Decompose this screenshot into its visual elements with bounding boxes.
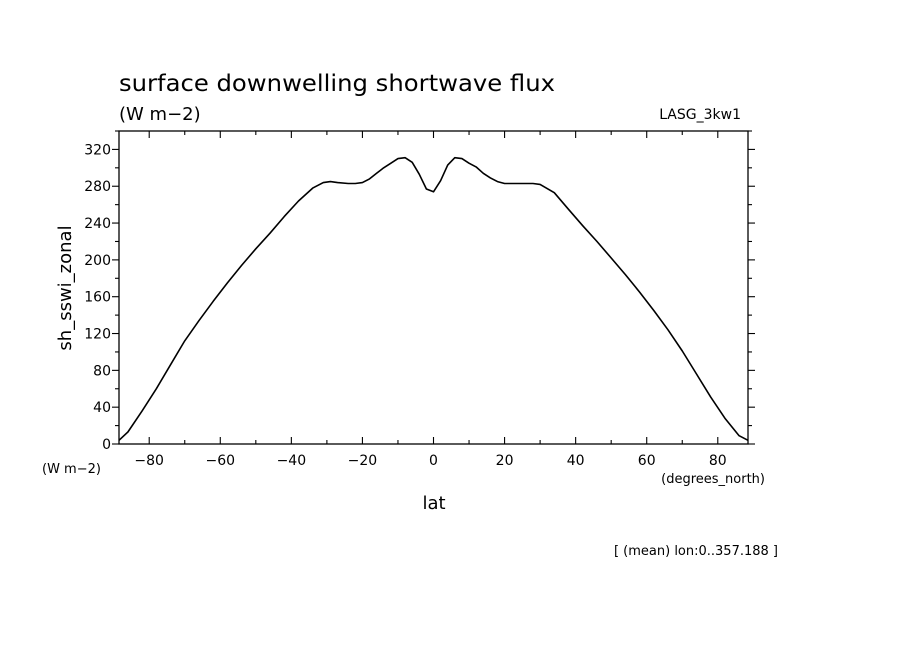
x-tick-label: −80 — [134, 453, 164, 469]
y-tick-label: 200 — [84, 253, 111, 269]
x-tick-label: −20 — [348, 453, 378, 469]
plot-area: −80 −60 −40 −20 0 20 40 60 80 0 40 80 120 160 200 240 2… — [84, 130, 755, 469]
y-tick-label: 320 — [84, 142, 111, 158]
axis-ticks — [112, 130, 755, 445]
x-tick-label: 60 — [638, 453, 656, 469]
y-tick-label: 40 — [93, 400, 111, 416]
x-tick-labels: −80 −60 −40 −20 0 20 40 60 80 — [134, 453, 726, 469]
chart-title: surface downwelling shortwave flux — [119, 71, 555, 97]
x-axis-units: (degrees_north) — [661, 472, 765, 487]
y-axis-units: (W m−2) — [42, 462, 101, 477]
y-tick-label: 240 — [84, 216, 111, 232]
y-tick-label: 280 — [84, 179, 111, 195]
x-tick-label: 0 — [429, 453, 438, 469]
x-tick-label: 40 — [567, 453, 585, 469]
x-tick-label: −60 — [206, 453, 236, 469]
y-tick-label: 0 — [102, 437, 111, 453]
y-tick-labels: 0 40 80 120 160 200 240 280 320 — [84, 142, 111, 453]
chart-subtitle: (W m−2) — [119, 104, 201, 125]
x-tick-label: 80 — [709, 453, 727, 469]
x-tick-label: −40 — [277, 453, 307, 469]
y-tick-label: 80 — [93, 363, 111, 379]
series-line — [118, 156, 749, 442]
footnote: [ (mean) lon:0..357.188 ] — [614, 544, 778, 559]
y-axis-label: sh_sswi_zonal — [55, 225, 76, 350]
model-label: LASG_3kw1 — [659, 107, 741, 123]
plot-frame — [118, 130, 749, 445]
y-tick-label: 120 — [84, 327, 111, 343]
y-tick-label: 160 — [84, 290, 111, 306]
x-tick-label: 20 — [496, 453, 514, 469]
x-axis-label: lat — [422, 493, 445, 514]
